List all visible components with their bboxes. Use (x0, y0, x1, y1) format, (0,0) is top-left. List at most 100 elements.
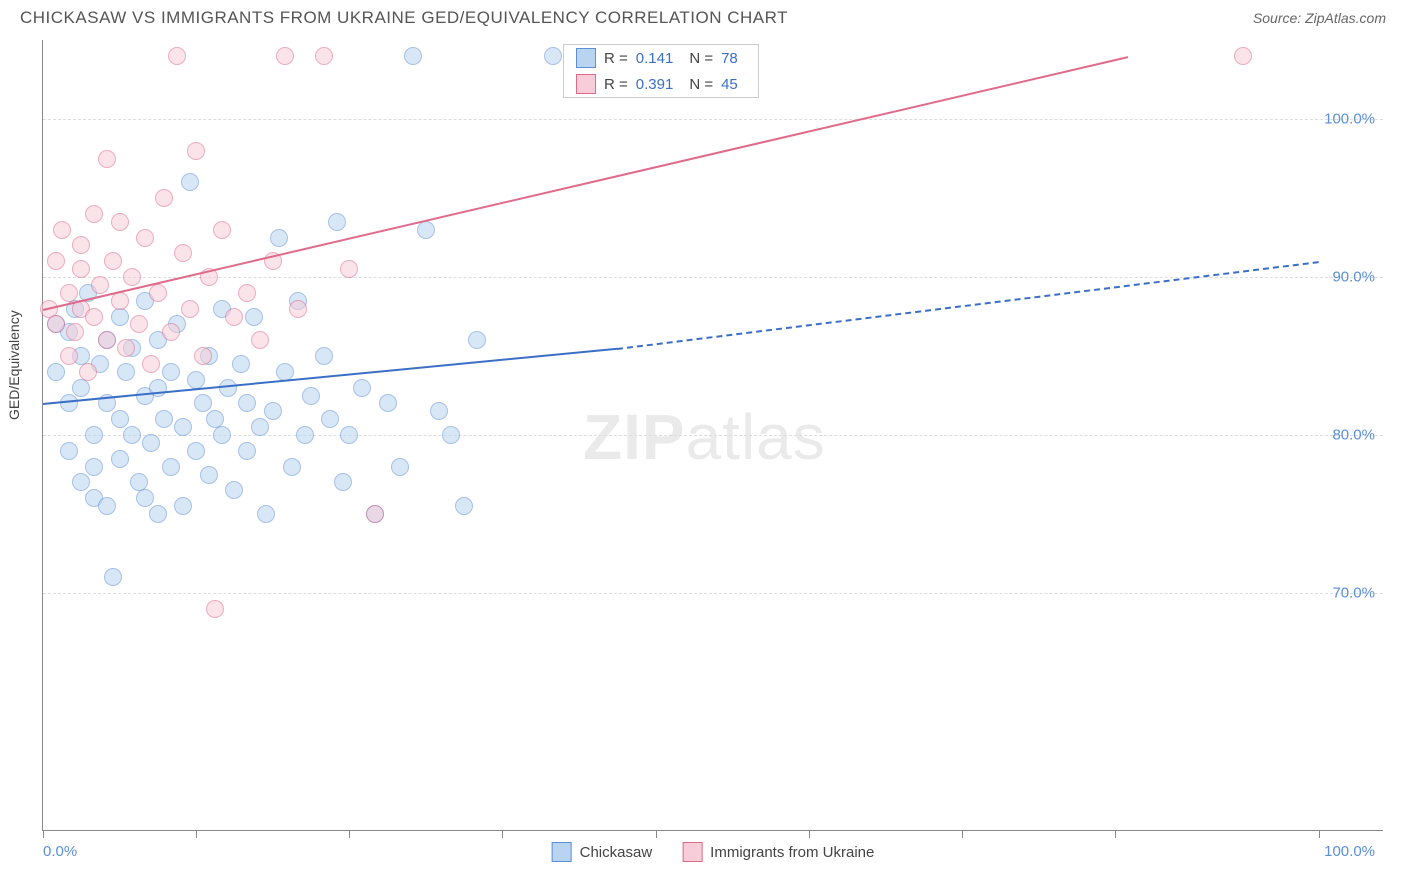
r-label: R = (604, 76, 628, 93)
scatter-point (47, 315, 65, 333)
scatter-point (315, 347, 333, 365)
watermark: ZIPatlas (583, 400, 826, 474)
legend-swatch (552, 842, 572, 862)
chart-source: Source: ZipAtlas.com (1253, 10, 1386, 26)
legend-swatch (576, 48, 596, 68)
scatter-point (264, 402, 282, 420)
scatter-point (404, 47, 422, 65)
scatter-point (257, 505, 275, 523)
scatter-point (72, 379, 90, 397)
scatter-point (544, 47, 562, 65)
scatter-point (455, 497, 473, 515)
scatter-point (104, 252, 122, 270)
stats-row: R =0.141N =78 (564, 45, 758, 71)
scatter-point (85, 308, 103, 326)
scatter-point (238, 442, 256, 460)
scatter-point (136, 489, 154, 507)
scatter-point (98, 150, 116, 168)
correlation-stats-box: R =0.141N =78 R = 0.391 N = 45 (563, 44, 759, 98)
scatter-point (315, 47, 333, 65)
scatter-point (181, 300, 199, 318)
scatter-point (302, 387, 320, 405)
scatter-point (200, 466, 218, 484)
scatter-point (276, 47, 294, 65)
scatter-point (321, 410, 339, 428)
scatter-point (130, 315, 148, 333)
scatter-point (60, 442, 78, 460)
scatter-point (430, 402, 448, 420)
scatter-point (111, 213, 129, 231)
scatter-point (111, 308, 129, 326)
scatter-point (85, 426, 103, 444)
gridline-h (43, 435, 1383, 436)
scatter-point (187, 142, 205, 160)
gridline-h (43, 593, 1383, 594)
scatter-point (162, 323, 180, 341)
y-tick-label: 90.0% (1332, 269, 1375, 286)
scatter-point (270, 229, 288, 247)
scatter-point (251, 331, 269, 349)
n-label: N = (689, 76, 713, 93)
x-tick-label-right: 100.0% (1324, 843, 1375, 860)
scatter-point (442, 426, 460, 444)
scatter-point (111, 450, 129, 468)
scatter-point (136, 229, 154, 247)
scatter-point (60, 347, 78, 365)
scatter-point (47, 363, 65, 381)
scatter-point (194, 394, 212, 412)
scatter-point (1234, 47, 1252, 65)
scatter-point (213, 426, 231, 444)
x-tick (962, 830, 963, 838)
chart-header: CHICKASAW VS IMMIGRANTS FROM UKRAINE GED… (0, 0, 1406, 34)
r-value: 0.391 (636, 76, 674, 93)
scatter-point (334, 473, 352, 491)
stats-row: R = 0.391 N = 45 (564, 71, 758, 97)
scatter-point (225, 308, 243, 326)
scatter-point (174, 497, 192, 515)
scatter-point (251, 418, 269, 436)
scatter-point (366, 505, 384, 523)
scatter-point (353, 379, 371, 397)
y-tick-label: 70.0% (1332, 585, 1375, 602)
scatter-point (98, 331, 116, 349)
scatter-point (155, 410, 173, 428)
scatter-point (111, 410, 129, 428)
x-tick (809, 830, 810, 838)
scatter-point (53, 221, 71, 239)
scatter-point (60, 284, 78, 302)
scatter-point (162, 458, 180, 476)
trendline-extrapolated (617, 261, 1319, 350)
scatter-point (72, 260, 90, 278)
y-tick-label: 100.0% (1324, 111, 1375, 128)
scatter-point (206, 600, 224, 618)
legend-swatch (576, 74, 596, 94)
scatter-point (379, 394, 397, 412)
n-label: N = (689, 50, 713, 67)
scatter-point (225, 481, 243, 499)
scatter-point (391, 458, 409, 476)
scatter-point (123, 426, 141, 444)
scatter-point (245, 308, 263, 326)
n-value: 45 (721, 76, 738, 93)
scatter-point (232, 355, 250, 373)
scatter-point (340, 260, 358, 278)
scatter-point (72, 236, 90, 254)
gridline-h (43, 119, 1383, 120)
scatter-point (117, 363, 135, 381)
scatter-point (328, 213, 346, 231)
x-tick (502, 830, 503, 838)
scatter-point (174, 244, 192, 262)
scatter-point (238, 394, 256, 412)
scatter-point (187, 371, 205, 389)
scatter-point (194, 347, 212, 365)
scatter-point (187, 442, 205, 460)
chart-title: CHICKASAW VS IMMIGRANTS FROM UKRAINE GED… (20, 8, 788, 28)
y-tick-label: 80.0% (1332, 427, 1375, 444)
legend-label: Chickasaw (580, 844, 653, 861)
scatter-point (85, 458, 103, 476)
scatter-point (340, 426, 358, 444)
scatter-point (91, 276, 109, 294)
scatter-point (104, 568, 122, 586)
legend-item: Immigrants from Ukraine (682, 842, 874, 862)
scatter-point (47, 252, 65, 270)
